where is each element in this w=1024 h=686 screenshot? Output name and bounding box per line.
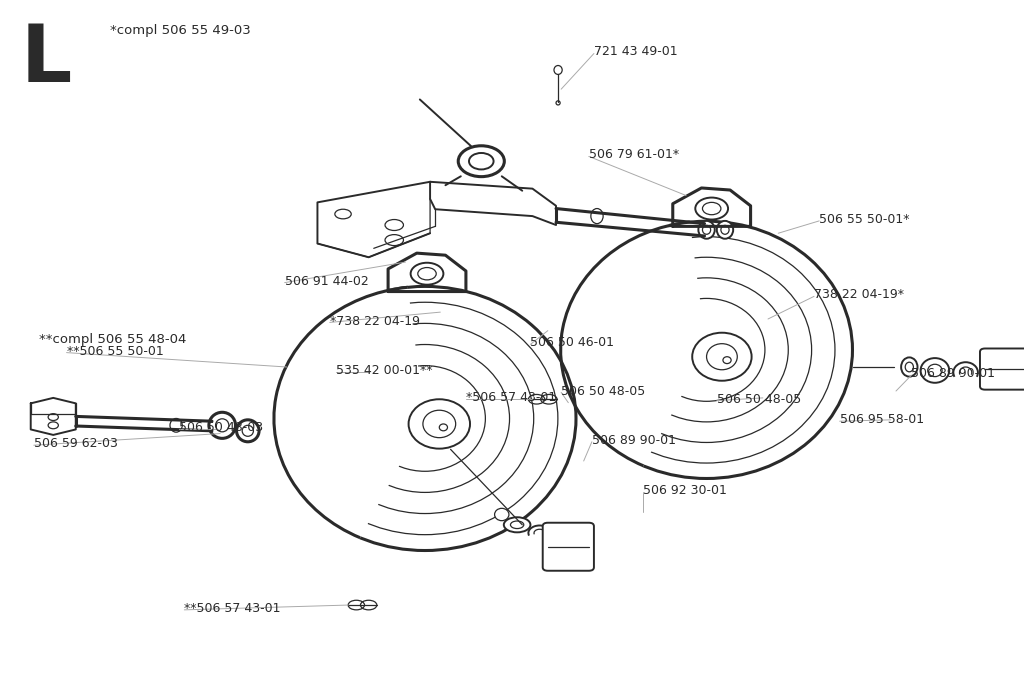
Text: *506 57 43-01: *506 57 43-01 — [466, 392, 556, 404]
FancyBboxPatch shape — [543, 523, 594, 571]
Ellipse shape — [554, 66, 562, 74]
Text: 506 50 48-05: 506 50 48-05 — [717, 393, 801, 405]
Text: *compl 506 55 49-03: *compl 506 55 49-03 — [110, 24, 250, 37]
Text: 506 79 61-01*: 506 79 61-01* — [589, 148, 679, 161]
Text: 506 55 50-01*: 506 55 50-01* — [819, 213, 909, 226]
Ellipse shape — [237, 420, 259, 442]
Text: 738 22 04-19*: 738 22 04-19* — [814, 289, 904, 301]
Text: **compl 506 55 48-04: **compl 506 55 48-04 — [39, 333, 186, 346]
Text: *738 22 04-19: *738 22 04-19 — [330, 315, 420, 327]
Ellipse shape — [717, 221, 733, 239]
Ellipse shape — [209, 412, 236, 438]
Ellipse shape — [495, 508, 509, 521]
Text: 506 50 48-03: 506 50 48-03 — [179, 421, 263, 434]
Text: **506 57 43-01: **506 57 43-01 — [184, 602, 281, 615]
Text: 721 43 49-01: 721 43 49-01 — [594, 45, 678, 58]
Text: 506 50 48-05: 506 50 48-05 — [561, 385, 645, 397]
Text: 506 95 58-01: 506 95 58-01 — [840, 414, 924, 426]
Text: 506 89 90-01: 506 89 90-01 — [911, 368, 995, 380]
Wedge shape — [228, 287, 425, 543]
Text: 506 91 44-02: 506 91 44-02 — [285, 275, 369, 287]
Text: 506 89 90-01: 506 89 90-01 — [592, 434, 676, 447]
Ellipse shape — [504, 517, 530, 532]
Text: 506 92 30-01: 506 92 30-01 — [643, 484, 727, 497]
Text: 506 50 46-01: 506 50 46-01 — [530, 337, 614, 349]
Wedge shape — [515, 222, 707, 471]
Text: L: L — [20, 21, 72, 99]
Ellipse shape — [698, 221, 715, 239]
Text: 506 59 62-03: 506 59 62-03 — [34, 438, 118, 450]
FancyBboxPatch shape — [980, 348, 1024, 390]
Text: 535 42 00-01**: 535 42 00-01** — [336, 364, 432, 377]
Ellipse shape — [901, 357, 918, 377]
Ellipse shape — [921, 358, 949, 383]
Text: **506 55 50-01: **506 55 50-01 — [67, 345, 163, 357]
